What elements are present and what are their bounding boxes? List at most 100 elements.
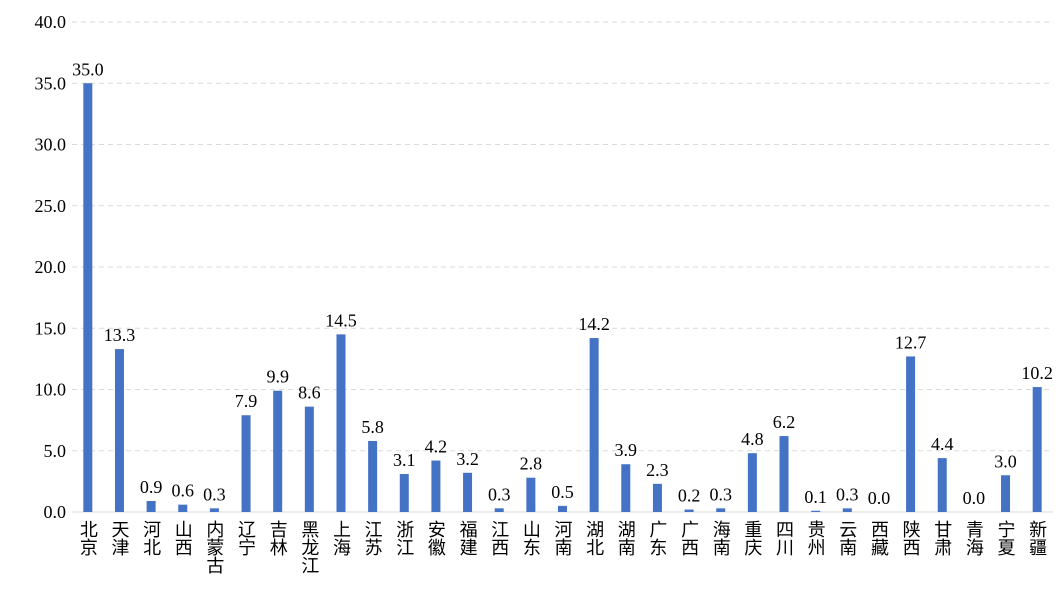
- value-label: 0.2: [678, 486, 701, 506]
- y-tick-label: 15.0: [35, 318, 67, 338]
- bar: [684, 509, 694, 512]
- value-label: 14.5: [325, 310, 357, 330]
- bar: [558, 505, 567, 512]
- value-label: 7.9: [235, 391, 258, 411]
- value-label: 0.9: [140, 477, 163, 497]
- y-tick-label: 35.0: [35, 73, 67, 93]
- bar: [114, 349, 124, 512]
- x-tick-label: 天津: [109, 520, 129, 556]
- x-tick-label: 山东: [521, 520, 541, 556]
- bar: [241, 415, 251, 512]
- value-label: 2.8: [520, 454, 543, 474]
- x-tick-label: 湖南: [616, 520, 636, 556]
- x-tick-label: 重庆: [742, 520, 762, 556]
- bar: [779, 436, 789, 512]
- value-label: 5.8: [361, 417, 384, 437]
- x-tick-label: 吉林: [268, 520, 288, 556]
- value-label: 0.0: [868, 488, 891, 508]
- value-label: 0.3: [203, 484, 226, 504]
- bar: [1032, 387, 1042, 512]
- value-label: 12.7: [895, 332, 927, 352]
- bar: [336, 334, 346, 512]
- bar: [399, 474, 409, 512]
- bar: [209, 508, 219, 512]
- value-label: 3.2: [456, 449, 479, 469]
- x-tick-label: 西藏: [869, 520, 889, 557]
- bar: [463, 472, 473, 512]
- x-tick-label: 新疆: [1027, 520, 1047, 556]
- x-tick-label: 上海: [331, 520, 351, 556]
- x-tick-label: 江西: [489, 520, 509, 556]
- value-label: 3.1: [393, 450, 416, 470]
- value-label: 4.4: [931, 434, 954, 454]
- x-tick-label: 江苏: [363, 520, 383, 556]
- value-label: 3.0: [994, 451, 1017, 471]
- x-tick-label: 北京: [78, 520, 98, 557]
- x-tick-label: 云南: [837, 520, 857, 556]
- bar: [906, 356, 916, 512]
- x-tick-label: 海南: [711, 520, 731, 556]
- bar: [842, 508, 852, 512]
- y-tick-label: 0.0: [44, 502, 67, 522]
- bar: [273, 390, 283, 512]
- value-label: 3.9: [615, 440, 638, 460]
- x-tick-label: 浙江: [394, 520, 414, 556]
- bar: [716, 508, 726, 512]
- x-tick-label: 广西: [679, 520, 699, 556]
- bar: [937, 458, 947, 512]
- x-tick-label: 甘肃: [932, 520, 952, 556]
- x-tick-label: 湖北: [584, 520, 604, 556]
- x-tick-label: 山西: [173, 520, 193, 556]
- value-label: 0.5: [551, 482, 574, 502]
- x-tick-label: 安徽: [426, 520, 446, 556]
- y-tick-label: 30.0: [35, 135, 67, 155]
- bar: [304, 406, 314, 512]
- value-label: 4.8: [741, 429, 764, 449]
- x-tick-label: 广东: [647, 520, 667, 556]
- y-tick-label: 40.0: [35, 12, 67, 32]
- bar: [526, 477, 536, 512]
- value-label: 10.2: [1021, 363, 1053, 383]
- value-label: 9.9: [266, 367, 289, 387]
- value-label: 14.2: [578, 314, 610, 334]
- bar: [1001, 475, 1011, 512]
- value-label: 8.6: [298, 383, 321, 403]
- bar: [431, 460, 441, 512]
- value-label: 35.0: [72, 59, 104, 79]
- y-tick-label: 20.0: [35, 257, 67, 277]
- y-tick-label: 25.0: [35, 196, 67, 216]
- bar: [652, 483, 662, 512]
- y-tick-label: 10.0: [35, 380, 67, 400]
- value-label: 0.6: [172, 481, 195, 501]
- value-label: 2.3: [646, 460, 669, 480]
- y-tick-label: 5.0: [44, 441, 67, 461]
- bar: [146, 500, 156, 512]
- value-label: 6.2: [773, 412, 796, 432]
- value-label: 0.3: [488, 484, 511, 504]
- bar: [178, 504, 188, 512]
- x-tick-label: 黑龙江: [299, 520, 319, 574]
- bar: [368, 440, 378, 512]
- value-label: 13.3: [104, 325, 136, 345]
- x-tick-label: 宁夏: [996, 520, 1016, 556]
- value-label: 0.3: [709, 484, 732, 504]
- bar: [811, 510, 821, 512]
- x-tick-label: 河南: [553, 520, 573, 556]
- x-tick-label: 陕西: [901, 520, 921, 556]
- value-label: 4.2: [425, 437, 448, 457]
- x-tick-label: 青海: [964, 520, 984, 556]
- x-tick-label: 辽宁: [236, 520, 256, 556]
- x-tick-label: 四川: [774, 520, 794, 556]
- bar: [494, 508, 504, 512]
- value-label: 0.3: [836, 484, 859, 504]
- bar: [589, 338, 599, 512]
- value-label: 0.1: [804, 487, 827, 507]
- x-tick-label: 内蒙古: [204, 520, 224, 574]
- x-tick-label: 福建: [458, 520, 478, 556]
- bar: [83, 83, 93, 512]
- x-tick-label: 贵州: [806, 520, 826, 556]
- x-tick-label: 河北: [141, 520, 161, 556]
- value-label: 0.0: [963, 488, 986, 508]
- bar: [621, 464, 631, 512]
